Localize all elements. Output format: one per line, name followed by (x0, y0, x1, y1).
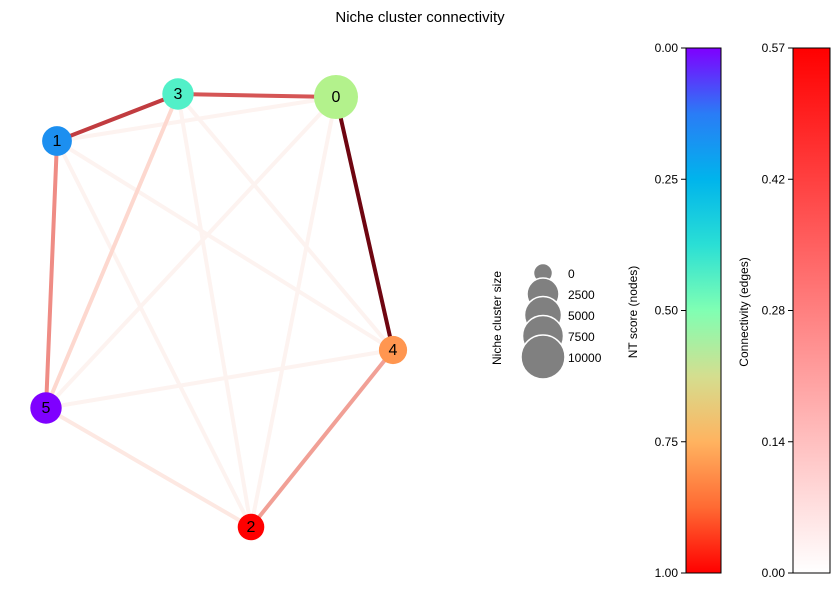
nt-colorbar-label: NT score (nodes) (626, 266, 640, 358)
node-label-1: 1 (53, 133, 62, 150)
connectivity-colorbar-tick-0.00: 0.00 (762, 566, 786, 580)
edges-layer (44, 92, 395, 529)
edge-4-5 (44, 348, 395, 410)
edge-0-5 (44, 95, 338, 410)
edge-3-5 (44, 92, 180, 410)
nt-colorbar-tick-0.75: 0.75 (655, 435, 679, 449)
connectivity-colorbar-tick-0.42: 0.42 (762, 172, 786, 186)
size-legend-bubble-10000 (520, 334, 566, 380)
connectivity-colorbar-tick-0.28: 0.28 (762, 304, 786, 318)
size-legend-label-5000: 5000 (568, 309, 595, 323)
size-legend-label-0: 0 (568, 267, 575, 281)
edge-1-2 (55, 139, 253, 529)
edge-5-2 (44, 406, 253, 529)
connectivity-colorbar-label: Connectivity (edges) (737, 257, 751, 366)
chart-title: Niche cluster connectivity (335, 9, 505, 26)
edge-1-3 (55, 92, 180, 143)
nt-colorbar-tick-0.00: 0.00 (655, 41, 679, 55)
connectivity-colorbar-tick-0.57: 0.57 (762, 41, 786, 55)
size-legend: Niche cluster size 0 2500 5000 7500 10000 (490, 262, 602, 380)
nt-colorbar-tick-1.00: 1.00 (655, 566, 679, 580)
edge-3-4 (176, 92, 395, 352)
size-legend-label-7500: 7500 (568, 330, 595, 344)
node-2 (237, 513, 265, 541)
edge-1-4 (55, 139, 395, 352)
node-label-3: 3 (174, 86, 183, 103)
edge-1-5 (44, 139, 59, 410)
node-label-5: 5 (42, 400, 51, 417)
node-label-2: 2 (247, 519, 256, 536)
connectivity-colorbar-gradient (792, 47, 831, 574)
node-5 (30, 392, 62, 424)
size-legend-label-10000: 10000 (568, 351, 602, 365)
nt-colorbar-gradient (685, 47, 722, 574)
nt-colorbar: NT score (nodes) 0.00 0.25 0.50 0.75 1.00 (626, 41, 722, 580)
nt-colorbar-tick-0.25: 0.25 (655, 172, 679, 186)
edge-0-4 (334, 95, 395, 352)
connectivity-colorbar-tick-0.14: 0.14 (762, 435, 786, 449)
size-legend-label: Niche cluster size (490, 271, 504, 365)
size-legend-label-2500: 2500 (568, 288, 595, 302)
node-1 (42, 126, 72, 156)
node-label-0: 0 (332, 89, 341, 106)
node-3 (162, 78, 194, 110)
node-label-4: 4 (389, 342, 398, 359)
edge-3-2 (176, 92, 253, 529)
connectivity-colorbar: Connectivity (edges) 0.00 0.14 0.28 0.42 0.5… (737, 41, 831, 580)
nodes-layer: 0 1 2 3 4 5 (30, 75, 408, 541)
node-4 (378, 335, 408, 365)
node-0 (314, 75, 358, 119)
edge-4-2 (249, 348, 395, 529)
edge-3-0 (176, 92, 338, 99)
edge-0-2 (249, 95, 338, 529)
nt-colorbar-tick-0.50: 0.50 (655, 304, 679, 318)
